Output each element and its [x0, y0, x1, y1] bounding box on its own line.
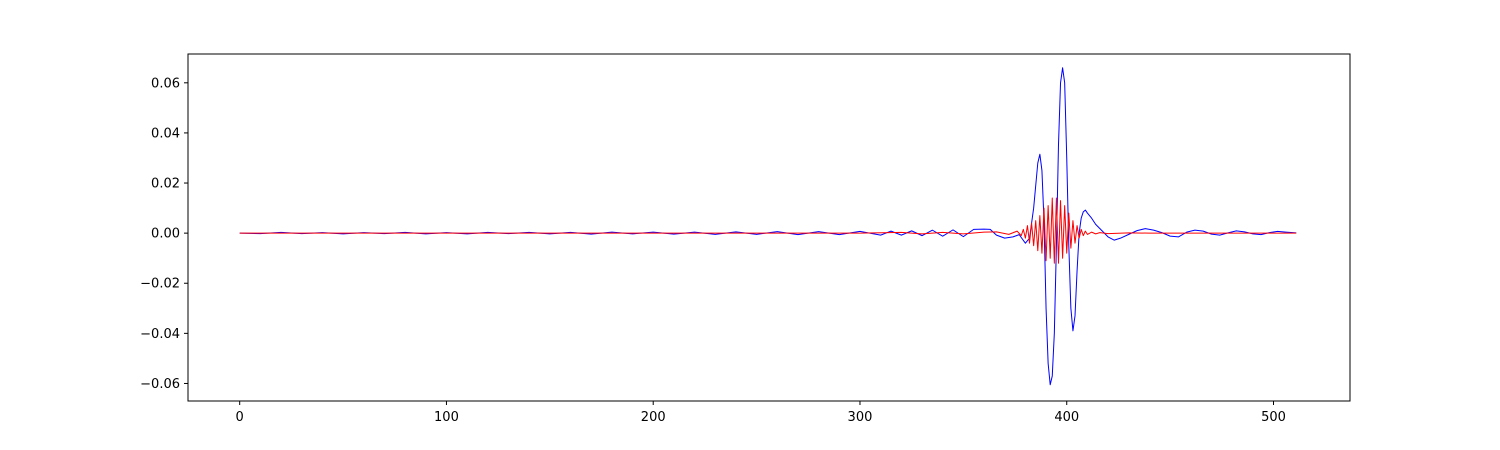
- series-line-2: [239, 197, 1297, 264]
- y-tick-label: 0.00: [151, 227, 180, 242]
- y-axis: 0.06 0.04 0.02 0.00 −0.02 −0.04 −0.06: [140, 76, 188, 392]
- y-tick-label: −0.02: [140, 277, 180, 292]
- x-tick-label: 0: [236, 410, 244, 425]
- series-layer: [239, 67, 1297, 386]
- y-tick-label: 0.02: [151, 177, 180, 192]
- plot-area-frame: [187, 53, 1351, 402]
- x-tick-label: 500: [1261, 410, 1286, 425]
- x-tick-label: 100: [434, 410, 459, 425]
- y-tick-label: −0.06: [140, 377, 180, 392]
- y-tick-label: 0.04: [151, 126, 180, 141]
- y-tick-label: −0.04: [140, 327, 180, 342]
- x-tick-label: 200: [641, 410, 666, 425]
- x-tick-label: 400: [1054, 410, 1079, 425]
- x-axis: 0 100 200 300 400 500: [236, 401, 1286, 425]
- x-tick-label: 300: [848, 410, 873, 425]
- y-tick-label: 0.06: [151, 76, 180, 91]
- series-line-1: [239, 67, 1297, 386]
